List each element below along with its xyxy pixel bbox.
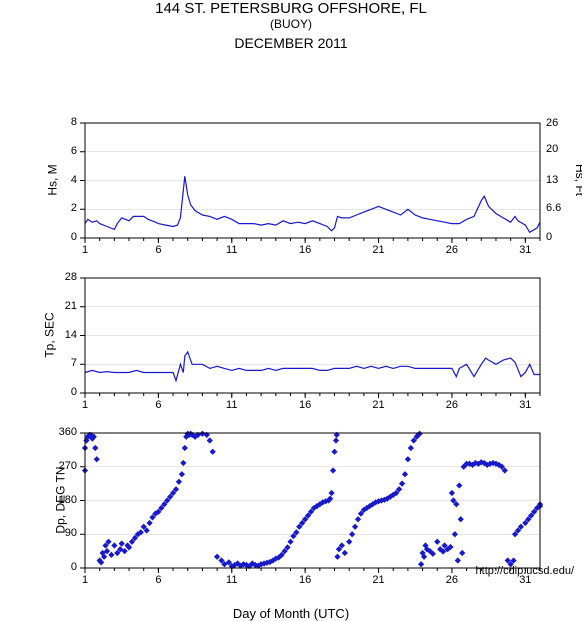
xtick-label: 1 (77, 574, 93, 586)
xtick-label: 16 (297, 574, 313, 586)
title-main: 144 ST. PETERSBURG OFFSHORE, FL (0, 0, 582, 17)
ytick-right-label: 26 (546, 117, 558, 129)
ytick-label: 8 (71, 116, 77, 128)
credit-text: http://cdip.ucsd.edu/ (476, 565, 574, 577)
panel-tp-svg (85, 278, 540, 393)
xtick-label: 31 (517, 244, 533, 256)
ylabel-hs: Hs, M (46, 164, 60, 195)
ytick-label: 0 (71, 561, 77, 573)
ytick-label: 4 (71, 174, 77, 186)
ytick-right-label: 0 (546, 231, 552, 243)
xtick-label: 26 (444, 574, 460, 586)
xtick-label: 16 (297, 244, 313, 256)
xtick-label: 1 (77, 244, 93, 256)
ytick-label: 0 (71, 386, 77, 398)
xtick-label: 11 (224, 244, 240, 256)
title-month: DECEMBER 2011 (0, 35, 582, 51)
panel-dp: 090180270360161116212631Dp, DEG TN (85, 433, 540, 568)
title-sub: (BUOY) (0, 17, 582, 31)
xtick-label: 11 (224, 574, 240, 586)
ytick-right-label: 6.6 (546, 202, 561, 214)
xtick-label: 26 (444, 399, 460, 411)
panel-hs-series (85, 176, 540, 232)
xtick-label: 16 (297, 399, 313, 411)
xtick-label: 26 (444, 244, 460, 256)
xtick-label: 6 (150, 574, 166, 586)
panel-dp-svg (85, 433, 540, 568)
ytick-label: 360 (59, 426, 77, 438)
xtick-label: 6 (150, 399, 166, 411)
ytick-label: 6 (71, 145, 77, 157)
ytick-right-label: 20 (546, 143, 558, 155)
ytick-label: 28 (65, 271, 77, 283)
xtick-label: 1 (77, 399, 93, 411)
xtick-label: 21 (371, 399, 387, 411)
ytick-label: 21 (65, 300, 77, 312)
ytick-label: 7 (71, 357, 77, 369)
ylabel-dp: Dp, DEG TN (54, 466, 68, 533)
ytick-label: 14 (65, 329, 77, 341)
panel-tp-series (85, 352, 540, 381)
panel-hs: 0246806.6132026161116212631Hs, MHs, Ft (85, 123, 540, 238)
xtick-label: 6 (150, 244, 166, 256)
ylabel-right-hs: Hs, Ft (573, 164, 582, 196)
xtick-label: 21 (371, 574, 387, 586)
xtick-label: 11 (224, 399, 240, 411)
panel-tp: 07142128161116212631Tp, SEC (85, 278, 540, 393)
ytick-label: 2 (71, 202, 77, 214)
xtick-label: 21 (371, 244, 387, 256)
ylabel-tp: Tp, SEC (43, 312, 57, 357)
panel-hs-svg (85, 123, 540, 238)
ytick-right-label: 13 (546, 174, 558, 186)
xtick-label: 31 (517, 399, 533, 411)
ytick-label: 0 (71, 231, 77, 243)
xaxis-label: Day of Month (UTC) (0, 606, 582, 621)
